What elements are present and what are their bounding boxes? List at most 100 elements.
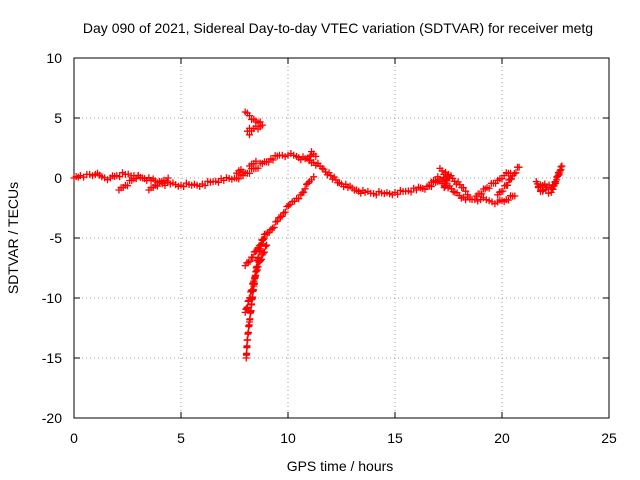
- data-point: [459, 184, 467, 192]
- data-point: [270, 224, 278, 231]
- data-point: [510, 170, 518, 177]
- data-point: [243, 303, 251, 311]
- data-point: [264, 229, 272, 237]
- data-point: [269, 156, 277, 164]
- data-point: [260, 230, 268, 238]
- data-point: [239, 168, 247, 176]
- data-series: [70, 108, 566, 362]
- data-point: [243, 127, 251, 135]
- data-point: [539, 187, 547, 195]
- data-point: [281, 208, 289, 216]
- x-tick-label: 5: [177, 430, 185, 446]
- data-point: [534, 184, 542, 192]
- x-tick-label: 20: [494, 430, 510, 446]
- data-point: [245, 131, 253, 139]
- data-point: [280, 209, 288, 217]
- data-point: [277, 213, 285, 221]
- data-point: [441, 183, 449, 191]
- data-point: [164, 174, 172, 182]
- data-point: [533, 180, 541, 188]
- data-point: [254, 263, 262, 271]
- x-tick-label: 25: [601, 430, 617, 446]
- data-point: [76, 172, 84, 180]
- series-ramp-up: [241, 173, 318, 270]
- data-point: [257, 255, 265, 263]
- data-point: [285, 202, 293, 210]
- grid: [74, 58, 609, 418]
- data-point: [504, 181, 512, 189]
- data-point: [545, 189, 553, 197]
- data-point: [250, 275, 258, 283]
- x-tick-label: 0: [70, 430, 78, 446]
- data-point: [272, 218, 280, 226]
- data-point: [244, 297, 252, 305]
- data-point: [548, 184, 556, 192]
- y-axis: -20 -15 -10 -5 0 5 10: [42, 50, 609, 426]
- data-point: [394, 190, 402, 198]
- data-point: [244, 258, 252, 266]
- data-point: [256, 245, 264, 253]
- series-spike-low: [245, 157, 260, 170]
- data-point: [243, 304, 251, 312]
- data-point: [507, 175, 515, 183]
- data-point: [312, 152, 320, 160]
- data-point: [258, 236, 266, 244]
- data-point: [557, 163, 565, 171]
- data-point: [245, 169, 253, 177]
- data-point: [201, 182, 209, 189]
- data-point: [300, 188, 308, 196]
- data-point: [301, 185, 309, 193]
- series-bump-11h: [305, 148, 320, 164]
- data-point: [558, 162, 566, 170]
- data-point: [554, 169, 562, 177]
- data-point: [116, 173, 124, 181]
- y-tick-label: -20: [42, 410, 62, 426]
- data-point: [481, 185, 489, 193]
- data-point: [258, 240, 266, 248]
- series-spike-high: [241, 108, 266, 139]
- series-bump-7_5h: [233, 166, 247, 177]
- data-point: [407, 188, 415, 196]
- y-tick-label: -10: [42, 290, 62, 306]
- series-dip-2h: [115, 172, 142, 194]
- data-point: [241, 308, 249, 316]
- data-point: [499, 187, 507, 195]
- data-point: [260, 248, 268, 256]
- data-point: [485, 184, 493, 192]
- y-tick-label: -15: [42, 350, 62, 366]
- data-point: [305, 156, 313, 164]
- data-point: [464, 191, 472, 199]
- chart-title: Day 090 of 2021, Sidereal Day-to-day VTE…: [83, 20, 593, 36]
- data-point: [257, 256, 265, 264]
- data-point: [327, 172, 335, 180]
- data-point: [432, 177, 440, 185]
- data-point: [511, 192, 519, 200]
- x-tick-label: 15: [387, 430, 403, 446]
- data-point: [245, 112, 253, 120]
- data-point: [512, 169, 520, 177]
- series-ramp-mid: [241, 241, 271, 316]
- y-tick-label: 0: [54, 170, 62, 186]
- series-spike-17h: [436, 164, 472, 199]
- data-point: [262, 242, 270, 250]
- data-point: [273, 217, 281, 225]
- data-point: [440, 184, 448, 192]
- data-point: [253, 267, 261, 275]
- y-tick-label: -5: [50, 230, 63, 246]
- x-tick-label: 10: [280, 430, 296, 446]
- data-point: [278, 212, 286, 220]
- data-point: [252, 157, 260, 165]
- data-point: [438, 178, 446, 186]
- data-point: [253, 266, 261, 274]
- series-spike-21_5h: [532, 178, 547, 195]
- data-point: [551, 178, 559, 186]
- data-point: [263, 241, 271, 249]
- x-axis: 0 5 10 15 20 25: [70, 58, 617, 446]
- series-dip-3h: [145, 174, 172, 194]
- y-tick-label: 5: [54, 110, 62, 126]
- y-axis-label: SDTVAR / TECUs: [5, 182, 21, 294]
- data-point: [248, 286, 256, 294]
- data-point: [235, 175, 243, 183]
- data-point: [268, 224, 276, 232]
